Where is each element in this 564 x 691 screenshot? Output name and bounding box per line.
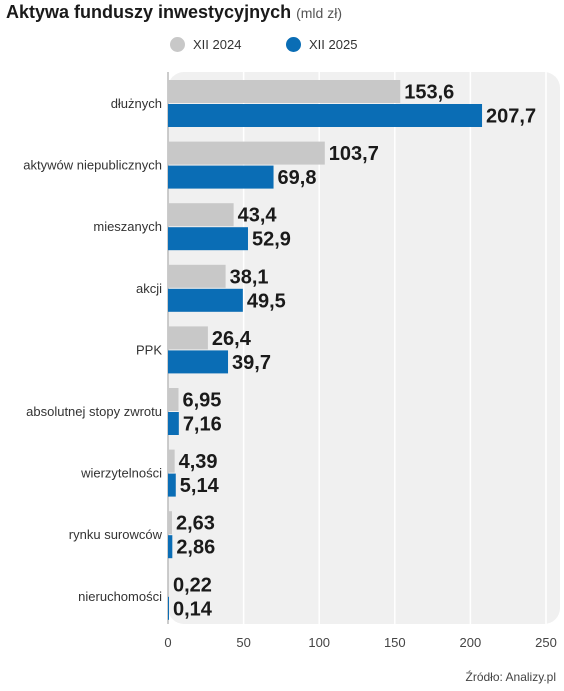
bar-2025-8 [168, 596, 169, 620]
data-label-2025-5: 7,16 [183, 414, 222, 436]
legend-item-2025: XII 2025 [286, 37, 357, 52]
x-tick-label-3: 150 [384, 635, 406, 650]
legend-item-2024: XII 2024 [170, 37, 241, 52]
category-label-1: aktywów niepublicznych [23, 158, 162, 173]
x-tick-label-2: 100 [308, 635, 330, 650]
bar-2025-2 [168, 227, 248, 251]
legend-label-2025: XII 2025 [309, 37, 358, 52]
bar-2024-6 [168, 449, 175, 473]
bar-2024-1 [168, 141, 325, 165]
bar-2024-7 [168, 511, 172, 535]
bar-2025-6 [168, 473, 176, 497]
category-label-8: nieruchomości [78, 589, 162, 604]
data-label-2025-7: 2,86 [176, 537, 215, 559]
bar-2024-8 [168, 572, 169, 596]
bar-2025-5 [168, 412, 179, 435]
title-text: Aktywa funduszy inwestycyjnych [6, 2, 292, 22]
data-label-2024-2: 43,4 [238, 205, 278, 227]
bar-2024-3 [168, 264, 226, 288]
category-label-2: mieszanych [93, 219, 162, 234]
data-label-2025-8: 0,14 [173, 598, 213, 620]
data-label-2024-7: 2,63 [176, 513, 215, 535]
category-label-3: akcji [136, 281, 162, 296]
data-label-2025-6: 5,14 [180, 475, 220, 497]
bar-2025-0 [168, 104, 483, 127]
x-tick-label-4: 200 [460, 635, 482, 650]
category-label-5: absolutnej stopy zwrotu [26, 404, 162, 419]
data-label-2024-5: 6,95 [183, 390, 222, 412]
data-label-2024-0: 153,6 [404, 82, 454, 104]
data-label-2025-2: 52,9 [252, 229, 291, 251]
data-label-2024-3: 38,1 [230, 266, 269, 288]
x-tick-label-0: 0 [164, 635, 171, 650]
x-tick-label-1: 50 [236, 635, 250, 650]
legend-swatch-2024 [170, 37, 185, 52]
x-tick-label-5: 250 [535, 635, 557, 650]
data-label-2025-0: 207,7 [486, 106, 536, 128]
bar-2025-4 [168, 350, 229, 374]
data-label-2025-4: 39,7 [232, 352, 271, 374]
data-label-2024-6: 4,39 [179, 451, 218, 473]
bar-2024-2 [168, 203, 234, 227]
legend: XII 2024 XII 2025 [0, 37, 564, 57]
data-label-2025-1: 69,8 [278, 167, 317, 189]
category-label-4: PPK [136, 342, 162, 357]
title-unit: (mld zł) [296, 5, 342, 21]
category-label-7: rynku surowców [69, 527, 163, 542]
legend-label-2024: XII 2024 [193, 37, 242, 52]
plot-panel [168, 72, 560, 624]
bar-2024-5 [168, 388, 179, 411]
legend-swatch-2025 [286, 37, 301, 52]
bar-2025-3 [168, 288, 243, 312]
data-label-2024-4: 26,4 [212, 328, 252, 350]
category-label-6: wierzytelności [80, 466, 162, 481]
bar-2025-7 [168, 535, 173, 559]
bar-2024-0 [168, 80, 401, 103]
data-label-2024-1: 103,7 [329, 143, 379, 165]
category-label-0: dłużnych [111, 96, 162, 111]
source-note: Źródło: Analizy.pl [465, 670, 557, 684]
data-label-2025-3: 49,5 [247, 290, 286, 312]
bar-2025-1 [168, 165, 274, 189]
chart-title: Aktywa funduszy inwestycyjnych (mld zł) [6, 2, 342, 23]
bar-2024-4 [168, 326, 208, 350]
data-label-2024-8: 0,22 [173, 574, 212, 596]
